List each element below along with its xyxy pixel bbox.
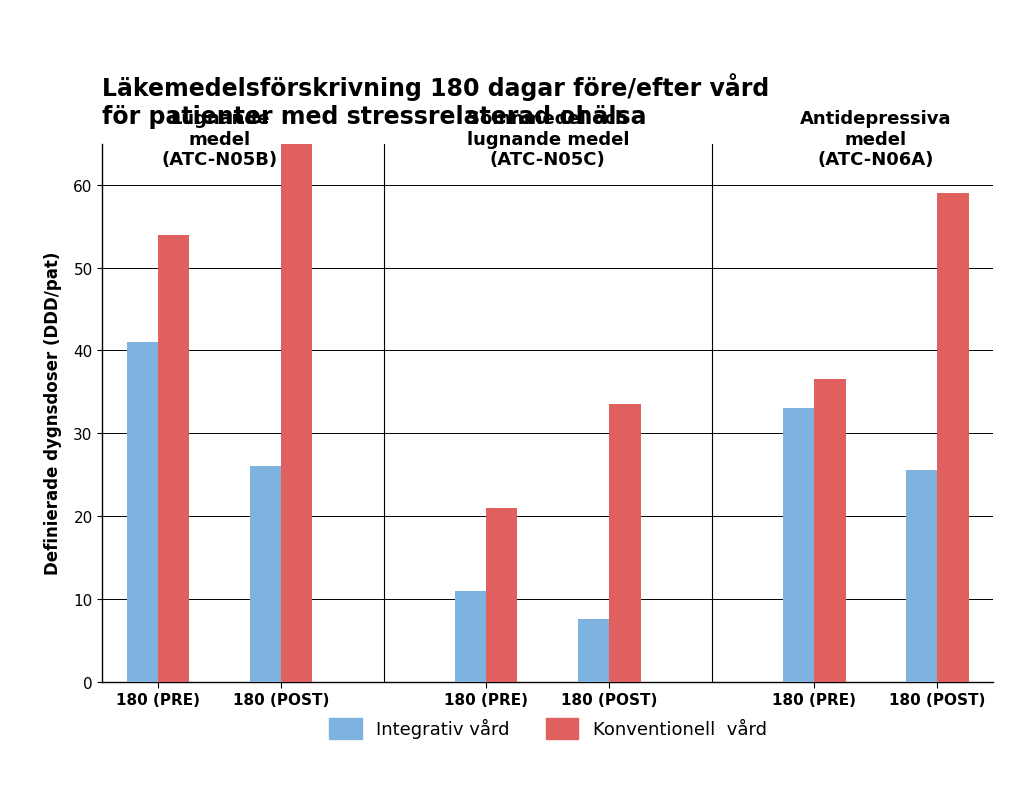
Bar xyxy=(127,342,158,682)
Bar xyxy=(783,409,814,682)
Bar xyxy=(282,144,312,682)
Bar xyxy=(158,235,189,682)
Y-axis label: Definierade dygnsdoser (DDD/pat): Definierade dygnsdoser (DDD/pat) xyxy=(44,252,62,574)
Legend: Integrativ vård, Konventionell  vård: Integrativ vård, Konventionell vård xyxy=(321,709,775,748)
Bar xyxy=(609,405,641,682)
Bar xyxy=(906,471,938,682)
Text: Läkemedelsförskrivning 180 dagar före/efter vård
för patienter med stressrelater: Läkemedelsförskrivning 180 dagar före/ef… xyxy=(102,73,770,128)
Text: Antidepressiva
medel
(ATC-N06A): Antidepressiva medel (ATC-N06A) xyxy=(800,110,951,169)
Bar xyxy=(250,467,282,682)
Text: Sömnmedel och
lugnande medel
(ATC-N05C): Sömnmedel och lugnande medel (ATC-N05C) xyxy=(467,110,629,169)
Bar xyxy=(455,591,486,682)
Bar xyxy=(579,620,609,682)
Bar xyxy=(814,380,846,682)
Text: Lugnande
medel
(ATC-N05B): Lugnande medel (ATC-N05B) xyxy=(162,110,278,169)
Bar xyxy=(486,508,517,682)
Bar xyxy=(938,194,969,682)
